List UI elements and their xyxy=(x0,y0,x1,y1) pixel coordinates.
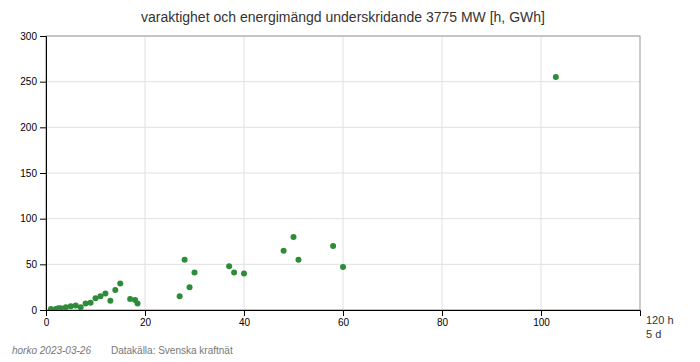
title: varaktighet och energimängd underskridan… xyxy=(141,9,545,25)
grid-line xyxy=(46,218,640,219)
tick: 0 xyxy=(31,305,46,316)
points xyxy=(48,74,559,310)
point xyxy=(78,304,84,310)
tick-label: 80 xyxy=(437,317,449,328)
chart: 0 20 40 60 80 100 0 50 100 150 200 250 300 varaktighe… xyxy=(0,0,700,362)
annotation: 120 h xyxy=(646,314,674,326)
point xyxy=(231,270,237,276)
grid-line xyxy=(46,127,640,128)
point xyxy=(192,270,198,276)
tick-label: 40 xyxy=(239,317,251,328)
axis-line xyxy=(47,311,641,317)
point xyxy=(281,248,287,254)
tick: 80 xyxy=(437,310,449,328)
footer: Datakälla: Svenska kraftnät xyxy=(111,345,233,356)
point xyxy=(182,257,188,263)
tick-label: 50 xyxy=(26,259,38,270)
annotation: 5 d xyxy=(646,328,661,340)
axis-line xyxy=(40,37,47,311)
tick-mark xyxy=(541,310,542,316)
point xyxy=(291,234,297,240)
tick: 200 xyxy=(20,122,46,133)
tick-mark xyxy=(343,310,344,316)
tick-label: 100 xyxy=(20,213,37,224)
point xyxy=(117,281,123,287)
tick-label: 60 xyxy=(338,317,350,328)
tick-label: 0 xyxy=(44,317,50,328)
plot: 0 20 40 60 80 100 0 50 100 150 200 250 300 xyxy=(20,31,640,328)
point xyxy=(241,270,247,276)
tick-mark xyxy=(40,127,46,128)
tick: 300 xyxy=(20,31,46,42)
tick: 0 xyxy=(44,310,50,328)
tick: 150 xyxy=(20,168,46,179)
tick-label: 20 xyxy=(140,317,152,328)
tick-mark xyxy=(40,82,46,83)
tick-mark xyxy=(442,310,443,316)
point xyxy=(226,263,232,269)
point xyxy=(187,284,193,290)
tick-mark xyxy=(244,310,245,316)
tick-mark xyxy=(40,173,46,174)
point xyxy=(107,298,113,304)
tick: 40 xyxy=(239,310,251,328)
tick-label: 100 xyxy=(533,317,550,328)
point xyxy=(88,300,94,306)
point xyxy=(112,287,118,293)
grid-line xyxy=(46,81,640,82)
x-axis: 0 20 40 60 80 100 xyxy=(44,310,641,328)
tick-mark xyxy=(40,310,46,311)
tick: 100 xyxy=(20,213,46,224)
tick-label: 150 xyxy=(20,168,37,179)
tick: 100 xyxy=(533,310,550,328)
grid-line xyxy=(46,173,640,174)
tick-mark xyxy=(40,264,46,265)
point xyxy=(553,74,559,80)
point xyxy=(330,243,336,249)
tick: 20 xyxy=(140,310,152,328)
point xyxy=(295,257,301,263)
tick: 250 xyxy=(20,76,46,87)
tick-label: 300 xyxy=(20,31,37,42)
tick-mark xyxy=(40,36,46,37)
footer: horko 2023-03-26 xyxy=(12,345,91,356)
plot-frame xyxy=(46,36,640,310)
tick-label: 0 xyxy=(31,305,37,316)
tick-label: 250 xyxy=(20,76,37,87)
point xyxy=(135,301,141,307)
tick: 50 xyxy=(26,259,46,270)
point xyxy=(340,264,346,270)
tick-mark xyxy=(40,219,46,220)
point xyxy=(102,291,108,297)
tick-label: 200 xyxy=(20,122,37,133)
tick-mark xyxy=(145,310,146,316)
tick: 60 xyxy=(338,310,350,328)
grid xyxy=(46,36,640,310)
y-axis: 0 50 100 150 200 250 300 xyxy=(20,31,46,316)
point xyxy=(177,293,183,299)
